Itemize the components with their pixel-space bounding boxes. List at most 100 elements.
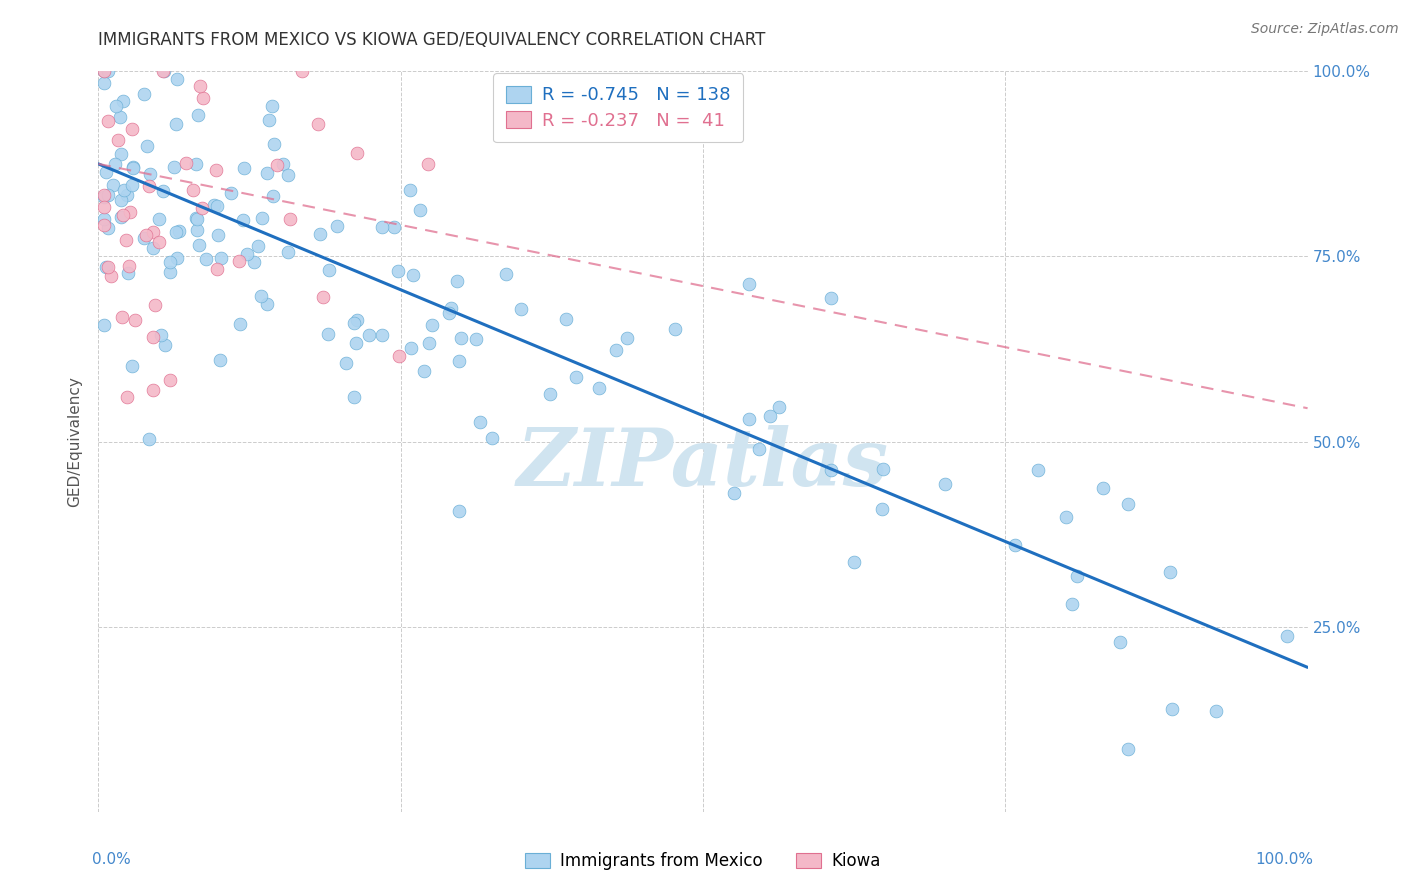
Point — [204, 198, 226, 212]
Point — [111, 94, 134, 108]
Point — [256, 296, 278, 310]
Point — [308, 227, 330, 241]
Point — [236, 246, 259, 260]
Point — [134, 87, 156, 102]
Point — [243, 254, 266, 268]
Point — [181, 183, 204, 197]
Point — [142, 383, 165, 397]
Point — [209, 353, 232, 368]
Point — [1028, 463, 1050, 477]
Point — [122, 161, 145, 175]
Point — [335, 356, 357, 370]
Point — [96, 165, 118, 179]
Point — [387, 264, 409, 278]
Point — [190, 79, 212, 94]
Point — [382, 220, 405, 235]
Point — [738, 411, 761, 425]
Point — [93, 76, 115, 90]
Point — [96, 260, 118, 274]
Point — [118, 204, 141, 219]
Point — [759, 409, 782, 423]
Point — [103, 178, 125, 193]
Point — [481, 431, 503, 445]
Point — [266, 158, 288, 172]
Point — [371, 219, 394, 234]
Point — [117, 390, 139, 404]
Point — [588, 381, 610, 395]
Point — [97, 64, 120, 78]
Point — [186, 211, 208, 225]
Y-axis label: GED/Equivalency: GED/Equivalency — [67, 376, 83, 507]
Point — [748, 442, 770, 456]
Point — [262, 189, 284, 203]
Point — [97, 188, 120, 202]
Point — [209, 252, 232, 266]
Point — [263, 136, 285, 151]
Point — [142, 330, 165, 344]
Point — [318, 262, 340, 277]
Point — [205, 199, 228, 213]
Point — [93, 64, 115, 78]
Point — [418, 335, 440, 350]
Point — [343, 316, 366, 330]
Point — [344, 336, 367, 351]
Point — [312, 289, 335, 303]
Point — [399, 341, 422, 355]
Point — [870, 502, 893, 516]
Point — [413, 364, 436, 378]
Point — [186, 211, 208, 226]
Point — [115, 188, 138, 202]
Point — [450, 331, 472, 345]
Point — [142, 241, 165, 255]
Point — [420, 318, 443, 333]
Point — [153, 64, 176, 78]
Text: 100.0%: 100.0% — [1256, 853, 1313, 867]
Point — [121, 160, 143, 174]
Point — [934, 477, 956, 491]
Point — [135, 227, 157, 242]
Point — [110, 147, 132, 161]
Point — [166, 72, 188, 87]
Point — [93, 188, 115, 202]
Point — [138, 178, 160, 193]
Point — [232, 213, 254, 227]
Point — [165, 225, 187, 239]
Point — [664, 322, 686, 336]
Point — [134, 231, 156, 245]
Point — [409, 202, 432, 217]
Point — [277, 168, 299, 182]
Point — [605, 343, 627, 357]
Point — [117, 266, 139, 280]
Point — [1159, 565, 1181, 579]
Point — [186, 223, 208, 237]
Point — [1066, 569, 1088, 583]
Text: IMMIGRANTS FROM MEXICO VS KIOWA GED/EQUIVALENCY CORRELATION CHART: IMMIGRANTS FROM MEXICO VS KIOWA GED/EQUI… — [98, 31, 766, 49]
Point — [1108, 634, 1130, 648]
Point — [219, 186, 242, 200]
Point — [1161, 702, 1184, 716]
Point — [465, 332, 488, 346]
Point — [509, 301, 531, 316]
Point — [136, 139, 159, 153]
Point — [446, 274, 468, 288]
Point — [1275, 629, 1298, 643]
Point — [278, 212, 301, 227]
Text: Source: ZipAtlas.com: Source: ZipAtlas.com — [1251, 22, 1399, 37]
Text: 0.0%: 0.0% — [93, 853, 131, 867]
Point — [440, 301, 463, 315]
Point — [247, 238, 270, 252]
Point — [256, 166, 278, 180]
Point — [388, 349, 411, 363]
Point — [121, 359, 143, 373]
Point — [343, 390, 366, 404]
Point — [205, 163, 228, 178]
Point — [1054, 510, 1077, 524]
Point — [141, 225, 163, 239]
Point — [359, 328, 381, 343]
Point — [138, 432, 160, 446]
Point — [495, 267, 517, 281]
Point — [97, 114, 120, 128]
Point — [538, 387, 561, 401]
Point — [117, 259, 139, 273]
Point — [93, 190, 115, 204]
